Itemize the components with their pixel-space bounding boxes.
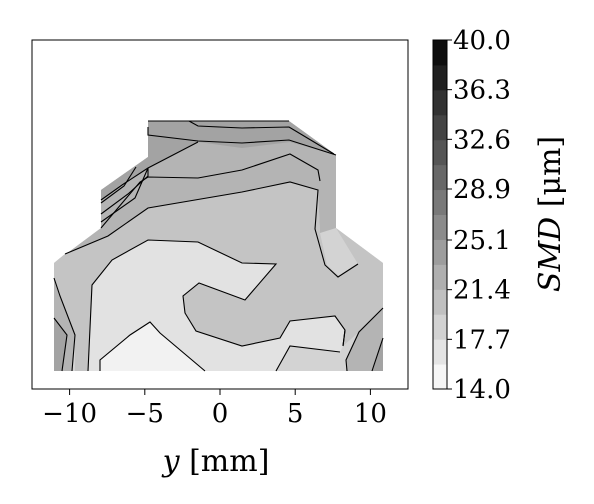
colorbar-tick-label: 25.1 — [453, 226, 511, 256]
colorbar-segment — [433, 139, 447, 166]
colorbar-label: SMD [μm] — [533, 136, 568, 292]
colorbar-segment — [433, 314, 447, 340]
x-tick-label: 10 — [354, 399, 387, 429]
colorbar-segment — [433, 214, 447, 240]
colorbar-segment — [433, 164, 447, 191]
x-axis-ticks: −10 −5 0 5 10 — [42, 389, 387, 429]
colorbar-ticks: 14.0 17.7 21.4 25.1 28.9 32.6 36.3 40.0 — [447, 26, 511, 405]
contour-lines — [53, 120, 384, 372]
colorbar-segment — [433, 64, 447, 91]
colorbar-segment — [433, 264, 447, 290]
contour-fills — [54, 121, 383, 371]
colorbar-segment — [433, 40, 447, 66]
x-tick-label: 0 — [212, 399, 229, 429]
colorbar-tick-label: 17.7 — [453, 325, 511, 355]
colorbar-segment — [433, 114, 447, 141]
colorbar-tick-label: 14.0 — [453, 375, 511, 405]
colorbar-tick-label: 28.9 — [453, 175, 511, 205]
colorbar-tick-label: 36.3 — [453, 76, 511, 106]
region-right-notch — [54, 182, 383, 371]
colorbar-tick-label: 32.6 — [453, 125, 511, 155]
colorbar-tick-label: 21.4 — [453, 276, 511, 306]
region-left-mid — [54, 278, 75, 371]
colorbar-tick-label: 40.0 — [453, 26, 511, 56]
colorbar — [432, 39, 448, 390]
colorbar-frame — [432, 39, 448, 390]
colorbar-segment — [433, 289, 447, 315]
x-tick-label: 5 — [287, 399, 304, 429]
x-axis-label: y [mm] — [161, 444, 270, 479]
colorbar-segment — [433, 239, 447, 265]
region-right-mid — [346, 308, 383, 371]
colorbar-segment — [433, 189, 447, 215]
region-upper-band — [54, 121, 336, 263]
colorbar-segment — [433, 89, 447, 116]
colorbar-segment — [433, 339, 447, 365]
colorbar-segment — [433, 364, 447, 390]
x-tick-label: −10 — [42, 399, 97, 429]
region-lightest — [100, 322, 205, 371]
x-tick-label: −5 — [126, 399, 164, 429]
